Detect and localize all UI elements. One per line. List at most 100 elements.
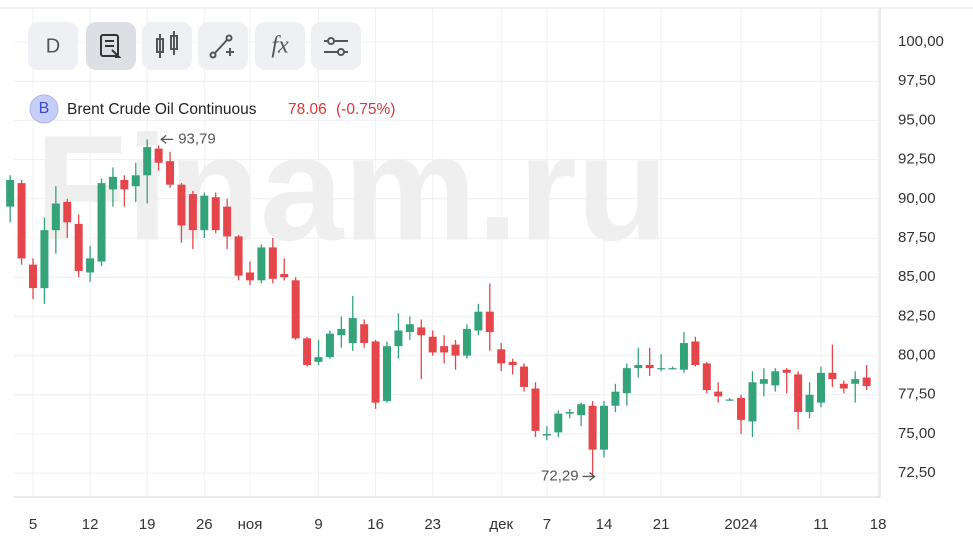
interval-label: D [46, 35, 60, 57]
x-tick-label: 18 [870, 516, 887, 533]
candle-body [759, 379, 768, 384]
x-tick-label: 5 [29, 516, 37, 533]
x-tick-label: 2024 [724, 516, 757, 533]
candle-body [371, 341, 380, 403]
candle-body [40, 230, 49, 289]
annotation-arrow [582, 471, 596, 481]
candle-body [188, 194, 197, 231]
candle-body [405, 324, 414, 333]
y-tick-label: 97,50 [898, 72, 936, 89]
watermark: Finam.ru [35, 104, 668, 272]
x-tick-label: 26 [196, 516, 213, 533]
candle-body [211, 197, 220, 231]
candle-body [166, 161, 175, 185]
candle-body [177, 184, 186, 226]
y-tick-label: 95,00 [898, 111, 936, 128]
candle-body [451, 344, 460, 356]
notes-icon [100, 34, 122, 58]
candle-body [474, 311, 483, 331]
settings-button[interactable] [311, 22, 361, 70]
x-tick-label: 23 [424, 516, 441, 533]
indicators-button[interactable] [255, 22, 305, 70]
y-tick-label: 85,00 [898, 268, 936, 285]
candle-body [577, 404, 586, 416]
y-tick-label: 72,50 [898, 464, 936, 481]
badge-label: B [39, 100, 50, 117]
x-tick-label: ноя [238, 516, 263, 533]
candle-body [565, 412, 574, 414]
y-tick-label: 90,00 [898, 190, 936, 207]
candle-body [268, 247, 277, 279]
candle-body [154, 148, 163, 163]
settings-icon [324, 37, 348, 56]
candle-body [862, 377, 871, 386]
candle-body [588, 405, 597, 450]
candle-body [97, 183, 106, 262]
candle-body [131, 175, 140, 187]
candle-body [200, 195, 209, 231]
interval-button[interactable] [28, 22, 78, 70]
plot [6, 134, 871, 481]
candle-body [303, 338, 312, 365]
candle-body [280, 274, 289, 278]
candle-body [839, 383, 848, 389]
candle-body [462, 328, 471, 356]
candle-body [634, 364, 643, 369]
candle-body [816, 372, 825, 403]
annotation-label: 93,79 [178, 130, 216, 147]
candle-body [794, 374, 803, 413]
y-tick-label: 92,50 [898, 151, 936, 168]
candle-body [360, 324, 369, 344]
y-tick-label: 87,50 [898, 229, 936, 246]
candle-body [234, 236, 243, 276]
x-tick-label: 19 [139, 516, 156, 533]
candle-body [417, 327, 426, 336]
candle-body [497, 349, 506, 364]
x-tick-label: 16 [367, 516, 384, 533]
candle-body [325, 333, 334, 358]
candle-body [782, 369, 791, 373]
chart-title: Brent Crude Oil Continuous [67, 101, 257, 118]
candle-body [622, 368, 631, 394]
x-tick-label: 14 [596, 516, 613, 533]
candle-body [440, 346, 449, 353]
drawing-icon [209, 34, 234, 59]
candle-body [668, 368, 677, 370]
candle-body [691, 341, 700, 365]
candle-body [257, 247, 266, 281]
candle-body [51, 203, 60, 231]
candle-body [143, 147, 152, 176]
candle-body [737, 397, 746, 420]
badge [29, 94, 59, 124]
toolbar: D fx [28, 22, 361, 70]
price-change: (-0.75%) [336, 101, 395, 118]
drawing-button[interactable] [198, 22, 248, 70]
candle-body [314, 357, 323, 362]
candle-body [805, 394, 814, 413]
candle-body [29, 264, 37, 289]
x-tick-label: 11 [813, 516, 829, 533]
candle-body [291, 280, 300, 339]
x-tick-label: 7 [543, 516, 551, 533]
candle-body [223, 206, 232, 237]
candle-body [531, 388, 540, 431]
candle-body [520, 366, 529, 387]
annotation-arrow [160, 134, 174, 144]
x-tick-label: 21 [653, 516, 670, 533]
x-tick-label: 12 [82, 516, 99, 533]
price: 78.06 [288, 101, 327, 118]
annotation-label: 72,29 [541, 467, 579, 484]
candle-body [86, 258, 95, 273]
candle-body [657, 368, 666, 370]
chart-type-button[interactable] [142, 22, 192, 70]
candle-body [600, 405, 608, 450]
candle-body [74, 223, 83, 271]
candle-body [245, 272, 254, 281]
candle-body [542, 433, 551, 436]
candle-body [714, 391, 723, 397]
candle-body [748, 382, 757, 422]
candle-body [428, 336, 437, 353]
y-tick-label: 100,00 [898, 33, 944, 50]
candle-body [17, 183, 26, 259]
